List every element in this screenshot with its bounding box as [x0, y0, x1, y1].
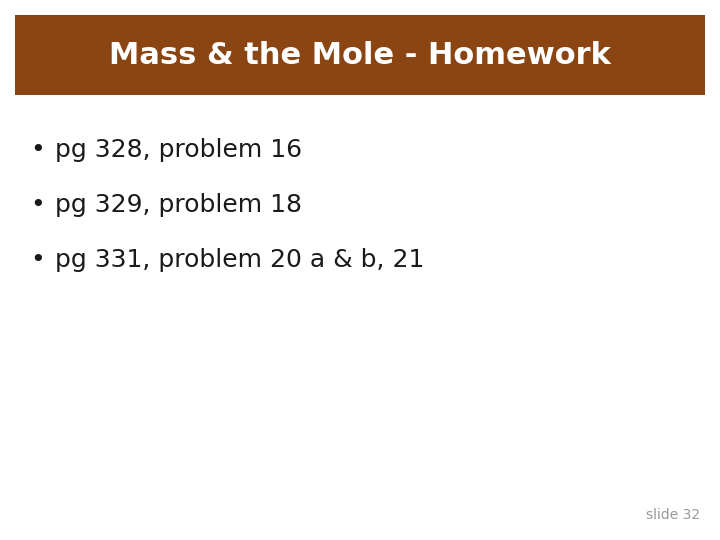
- Text: •: •: [31, 193, 45, 217]
- Text: slide 32: slide 32: [646, 508, 700, 522]
- FancyBboxPatch shape: [15, 15, 705, 95]
- Text: •: •: [31, 248, 45, 272]
- Text: pg 331, problem 20 a & b, 21: pg 331, problem 20 a & b, 21: [55, 248, 424, 272]
- Text: pg 329, problem 18: pg 329, problem 18: [55, 193, 302, 217]
- Text: •: •: [31, 138, 45, 162]
- Text: pg 328, problem 16: pg 328, problem 16: [55, 138, 302, 162]
- Text: Mass & the Mole - Homework: Mass & the Mole - Homework: [109, 40, 611, 70]
